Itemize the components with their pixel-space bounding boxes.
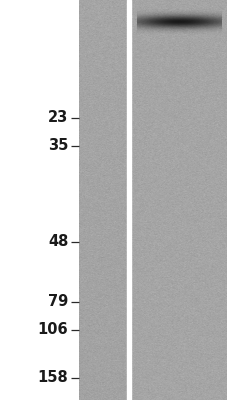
Bar <box>126 0 131 400</box>
Text: 23: 23 <box>48 110 68 126</box>
Text: 48: 48 <box>48 234 68 250</box>
Text: 35: 35 <box>48 138 68 154</box>
Text: 79: 79 <box>48 294 68 310</box>
Text: 158: 158 <box>37 370 68 386</box>
Text: 106: 106 <box>38 322 68 338</box>
